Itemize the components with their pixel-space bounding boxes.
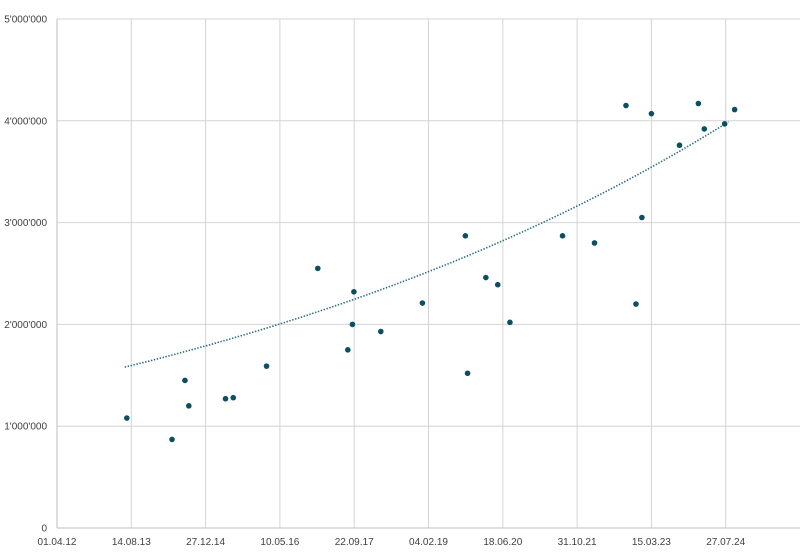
tick-labels: 01.04.12 14.08.13 27.12.14 10.05.16 22.09.17… — [4, 15, 745, 549]
data-point — [648, 110, 655, 117]
axes — [56, 19, 800, 529]
data-points — [124, 100, 738, 443]
data-point — [483, 274, 489, 281]
y-tick-label: 3'000'000 — [4, 218, 47, 229]
data-point — [222, 395, 229, 402]
x-tick-label: 04.02.19 — [409, 537, 448, 548]
data-point — [182, 377, 188, 384]
data-point — [676, 142, 683, 149]
data-point — [591, 240, 598, 246]
data-point — [633, 301, 639, 307]
x-tick-label: 27.12.14 — [186, 537, 225, 548]
data-point — [378, 328, 384, 335]
data-point — [124, 415, 130, 421]
data-point — [169, 436, 175, 443]
y-tick-label: 4'000'000 — [4, 116, 47, 127]
data-point — [351, 289, 357, 295]
x-tick-label: 01.04.12 — [38, 537, 77, 548]
data-point — [701, 126, 708, 132]
data-point — [462, 233, 469, 239]
data-point — [345, 347, 351, 353]
data-point — [559, 233, 566, 239]
data-point — [639, 214, 645, 221]
data-point — [314, 265, 321, 272]
data-point — [494, 281, 501, 288]
y-tick-label: 2'000'000 — [4, 320, 47, 331]
x-tick-label: 14.08.13 — [112, 537, 151, 548]
data-point — [464, 370, 471, 377]
data-point — [186, 403, 192, 409]
x-tick-label: 10.05.16 — [260, 537, 299, 548]
data-point — [230, 394, 237, 401]
data-point — [731, 106, 738, 113]
y-tick-label: 0 — [41, 524, 47, 535]
x-tick-label: 22.09.17 — [335, 537, 374, 548]
grid-lines — [57, 18, 800, 528]
x-tick-label: 15.03.23 — [632, 537, 671, 548]
data-point — [623, 102, 629, 109]
trendline — [124, 121, 729, 368]
x-tick-label: 31.10.21 — [558, 537, 597, 548]
data-point — [695, 100, 702, 107]
x-tick-label: 18.06.20 — [483, 537, 522, 548]
y-tick-label: 1'000'000 — [4, 422, 47, 433]
x-tick-label: 27.07.24 — [706, 537, 745, 548]
data-point — [721, 121, 728, 127]
data-point — [507, 319, 513, 326]
data-point — [419, 300, 426, 306]
data-point — [349, 321, 356, 328]
y-tick-label: 5'000'000 — [4, 15, 47, 26]
data-point — [263, 363, 270, 369]
